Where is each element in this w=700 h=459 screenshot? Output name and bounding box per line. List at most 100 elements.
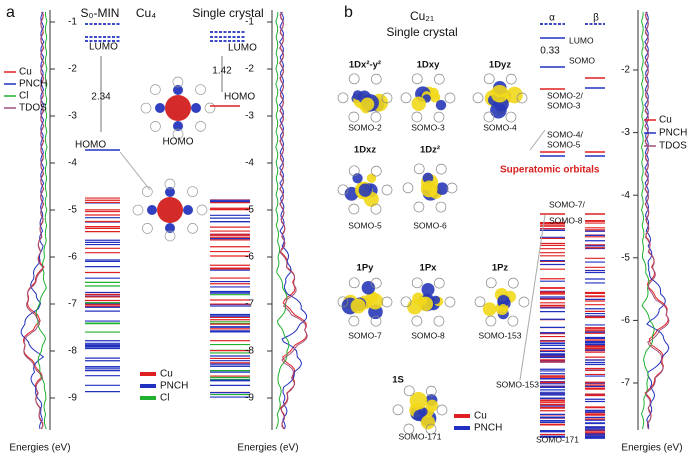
ligand-ring — [518, 296, 530, 308]
ligand-ring — [485, 277, 497, 289]
y-tick-label: -1 — [68, 17, 77, 28]
beta: β — [593, 13, 599, 24]
ligand-ring — [444, 296, 456, 308]
orbital-label: SOMO-4 — [483, 122, 517, 132]
legend-label: TDOS — [19, 103, 47, 114]
orbital-lobe — [409, 391, 428, 410]
y-tick-label: -5 — [621, 252, 630, 263]
ligand-ring — [403, 423, 415, 435]
ligand-ring — [483, 73, 495, 85]
legend-swatch — [140, 396, 156, 400]
ligand-ring — [400, 92, 412, 104]
legend-label: Cl — [160, 393, 169, 404]
orbital-lobe — [420, 180, 438, 198]
ligand-ring — [433, 73, 445, 85]
y-tick-label: -7 — [68, 299, 77, 310]
homo-lobe — [165, 223, 175, 233]
somo-label: SOMO-153 — [496, 379, 539, 389]
orbital-lobe — [421, 282, 435, 296]
dos-curve — [278, 11, 307, 430]
ligand-ring — [433, 315, 445, 327]
legend-label: Cl — [19, 91, 28, 102]
orbital-label: SOMO-3 — [411, 122, 445, 132]
orbital-label: SOMO-6 — [413, 220, 447, 230]
somo-label: SOMO-4/ — [547, 129, 584, 139]
ligand-ring — [516, 92, 528, 104]
ligand-ring — [436, 404, 448, 416]
somo-label: SOMO-8 — [549, 215, 583, 225]
somo-label: SOMO — [569, 55, 595, 65]
ligand-ring — [381, 184, 393, 196]
ligand-ring — [433, 277, 445, 289]
ligand-ring — [370, 277, 382, 289]
y-tick-label: -8 — [245, 346, 254, 357]
ligand-ring — [435, 163, 447, 175]
ligand-ring — [433, 111, 445, 123]
legend-label: TDOS — [659, 141, 687, 152]
ligand-ring — [411, 111, 423, 123]
ligand-ring — [425, 423, 437, 435]
orbital-lobe — [360, 97, 375, 111]
homo-lobe — [165, 187, 175, 197]
ligand-ring — [402, 182, 414, 194]
y-tick-label: -3 — [68, 111, 77, 122]
orbital-label: SOMO-153 — [479, 330, 522, 340]
orbital-lobe — [366, 173, 377, 183]
legend-label: PNCH — [19, 79, 47, 90]
orbital-lobe — [490, 84, 509, 103]
subtitle: Single crystal — [386, 25, 457, 39]
y-tick-label: -7 — [245, 299, 254, 310]
legend-label: Cu — [160, 369, 173, 380]
somo-label: SOMO-2/ — [547, 90, 584, 100]
orbital-name: 1Dyz — [489, 60, 511, 71]
ligand-ring — [474, 296, 486, 308]
lumo-label: LUMO — [89, 42, 118, 53]
ligand-ring — [348, 73, 360, 85]
ligand-ring — [348, 165, 360, 177]
somo-label: SOMO-5 — [547, 139, 581, 149]
leader — [529, 129, 546, 151]
y-tick-label: -2 — [245, 64, 254, 75]
y-tick-label: -5 — [68, 205, 77, 216]
axis-label: Energies (eV) — [9, 443, 70, 454]
homo-lobe — [147, 205, 157, 215]
ligand-ring — [507, 277, 519, 289]
ligand-ring — [348, 315, 360, 327]
ligand-ring — [164, 178, 176, 190]
ligand-ring — [413, 163, 425, 175]
lumo-label: LUMO — [228, 43, 257, 54]
legend-label: Cu — [19, 67, 32, 78]
leader — [519, 214, 546, 381]
orbital-lobe — [435, 182, 449, 195]
title: Cu₄ — [136, 6, 156, 20]
orbital-label: SOMO-8 — [411, 330, 445, 340]
homo-label: HOMO — [224, 92, 255, 103]
dos-curve — [278, 11, 308, 430]
dos-curve — [35, 12, 48, 430]
dos-curve — [640, 12, 655, 430]
ligand-ring — [150, 121, 161, 132]
legend-label: Cu — [474, 411, 487, 422]
dos-curve — [644, 11, 670, 430]
ligand-ring — [472, 92, 484, 104]
homo-lobe — [173, 85, 183, 95]
ligand-ring — [446, 182, 458, 194]
ligand-ring — [172, 128, 184, 140]
orbital-lobe — [435, 99, 447, 111]
ligand-ring — [204, 102, 216, 114]
ligand-ring — [370, 73, 382, 85]
leader — [119, 151, 151, 191]
orbital-lobe — [358, 183, 372, 197]
ligand-ring — [337, 296, 349, 308]
somo-label: SOMO-7/ — [549, 199, 586, 209]
axis-label: Energies (eV) — [621, 443, 682, 454]
dos-curve — [20, 11, 45, 430]
ligand-ring — [411, 315, 423, 327]
orbital-lobe — [411, 96, 426, 111]
ligand-ring — [132, 204, 144, 216]
gap-label: 1.42 — [212, 66, 232, 77]
orbital-lobe — [350, 298, 366, 314]
ligand-ring — [142, 223, 153, 234]
ligand-ring — [425, 385, 437, 397]
legend-swatch — [140, 384, 156, 388]
